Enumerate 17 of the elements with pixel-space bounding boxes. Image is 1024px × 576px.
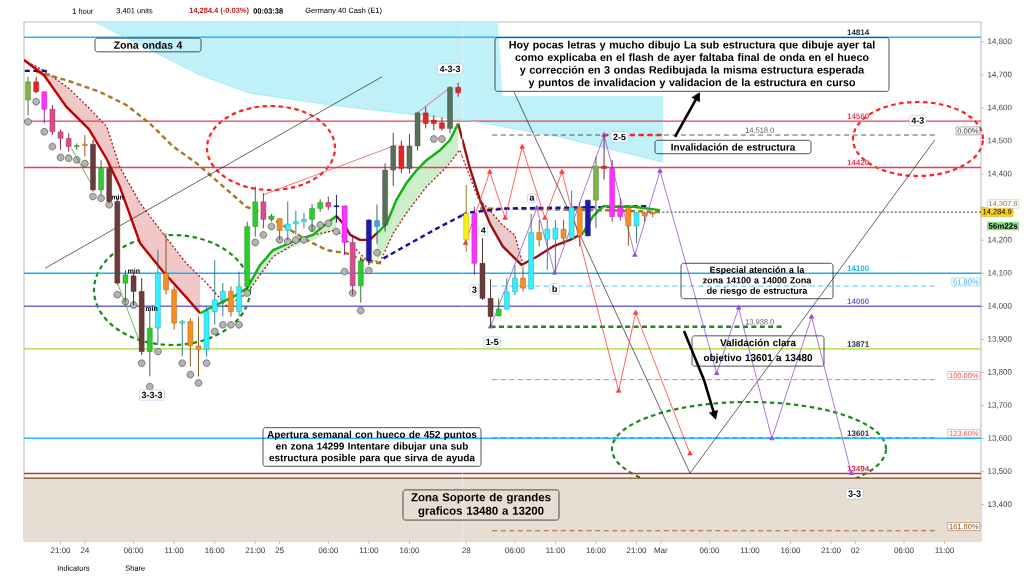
annotation: Invalidación de estructura xyxy=(671,143,796,151)
annotation: 3 xyxy=(472,286,477,293)
annotation: 4-3-3 xyxy=(439,65,461,73)
annotation: b xyxy=(552,285,557,293)
annotation: 1-5 xyxy=(486,338,499,346)
annotation: Zona ondas 4 xyxy=(114,41,183,49)
annotation: 2-5 xyxy=(613,133,626,141)
annotation: a xyxy=(529,195,535,201)
annotation: 4 xyxy=(480,227,486,234)
annotation: 3-3-3 xyxy=(141,391,163,399)
annotation: 4-3 xyxy=(911,117,924,124)
annotation: Zona Soporte de grandes graficos 13480 a 13200 xyxy=(411,492,551,518)
annotation: Especial atención a la zona 14100 a 14000 Zona de riesgo de estructura xyxy=(703,266,812,296)
annotation: 3-3 xyxy=(848,490,861,497)
annotation: Hoy pocas letras y mucho dibujo La sub estructura que dibuje ayer tal como explicaba en el flash de ayer faltaba final de onda en el hueco y corrección en 3 ondas Redibujada la misma estructura esperada y puntos de invalidacion y validacion de la estructura en curso xyxy=(509,40,875,89)
annotation: Validación clara objetivo 13601 a 13480 xyxy=(703,338,813,364)
annotation: Apertura semanal con hueco de 452 puntos en zona 14299 Intentare dibujar una sub estructura posible para que sirva de ayuda xyxy=(267,430,477,464)
